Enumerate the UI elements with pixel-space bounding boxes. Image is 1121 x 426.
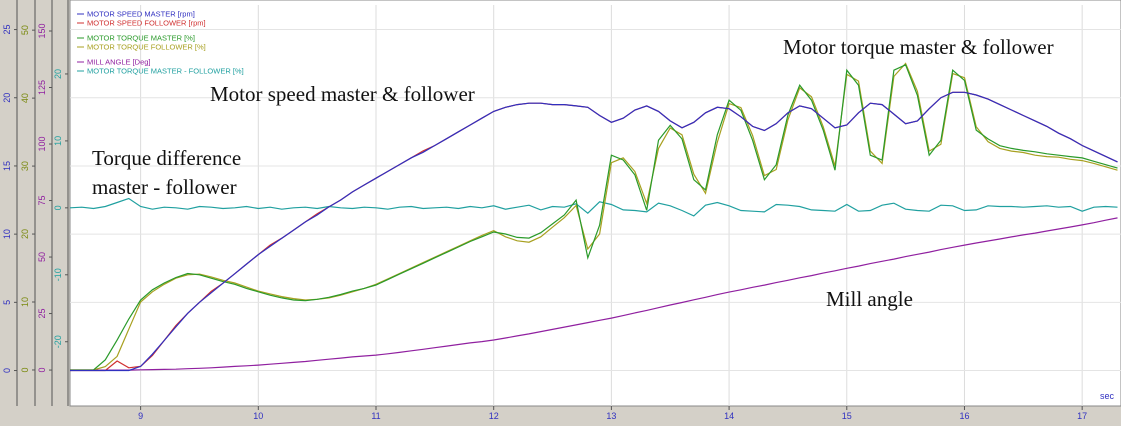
x-tick-label: 16 — [959, 411, 969, 421]
y-tick-label: 15 — [2, 161, 12, 171]
y-tick-label: -20 — [53, 335, 63, 348]
y-tick-label: 30 — [20, 161, 30, 171]
x-tick-label: 11 — [371, 411, 380, 421]
annotation: Torque difference — [92, 146, 241, 170]
y-tick-label: 50 — [20, 25, 30, 35]
y-tick-label: -10 — [53, 268, 63, 281]
y-tick-label: 40 — [20, 93, 30, 103]
x-tick-label: 12 — [489, 411, 499, 421]
x-axis-panel — [0, 406, 1121, 426]
y-tick-label: 0 — [2, 368, 12, 373]
y-tick-label: 10 — [2, 229, 12, 239]
y-tick-label: 25 — [2, 25, 12, 35]
y-tick-label: 125 — [37, 80, 47, 95]
legend-label: MOTOR TORQUE MASTER - FOLLOWER [%] — [87, 67, 244, 76]
y-tick-label: 25 — [37, 309, 47, 319]
y-tick-label: 0 — [20, 367, 30, 372]
x-tick-label: 10 — [253, 411, 263, 421]
plot-area — [69, 0, 1121, 407]
x-axis-label: sec — [1100, 391, 1115, 401]
annotation: master - follower — [92, 175, 237, 199]
x-tick-label: 14 — [724, 411, 734, 421]
y-tick-label: 20 — [20, 229, 30, 239]
y-tick-label: 10 — [20, 297, 30, 307]
x-tick-label: 15 — [842, 411, 852, 421]
y-tick-label: 75 — [37, 196, 47, 206]
y-tick-label: 100 — [37, 137, 47, 152]
y-tick-label: 20 — [2, 93, 12, 103]
y-tick-label: 5 — [2, 300, 12, 305]
legend-label: MOTOR TORQUE MASTER [%] — [87, 34, 195, 43]
legend-label: MOTOR SPEED FOLLOWER [rpm] — [87, 19, 206, 28]
y-tick-label: 20 — [53, 69, 63, 79]
series-line — [70, 63, 1118, 371]
y-tick-label: 50 — [37, 252, 47, 262]
annotation: Motor torque master & follower — [783, 35, 1054, 59]
x-tick-label: 17 — [1077, 411, 1087, 421]
y-tick-label: 0 — [53, 205, 63, 210]
annotation: Mill angle — [826, 287, 913, 311]
annotation: Motor speed master & follower — [210, 82, 475, 106]
legend-label: MILL ANGLE [Deg] — [87, 58, 151, 67]
series-line — [70, 217, 1118, 371]
y-tick-label: 150 — [37, 23, 47, 38]
y-tick-label: 10 — [53, 136, 63, 146]
legend-label: MOTOR TORQUE FOLLOWER [%] — [87, 43, 206, 52]
x-tick-label: 9 — [138, 411, 143, 421]
y-tick-label: 0 — [37, 368, 47, 373]
legend-label: MOTOR SPEED MASTER [rpm] — [87, 10, 195, 19]
x-tick-label: 13 — [606, 411, 616, 421]
series-line — [69, 197, 1118, 217]
series-line — [70, 91, 1118, 372]
